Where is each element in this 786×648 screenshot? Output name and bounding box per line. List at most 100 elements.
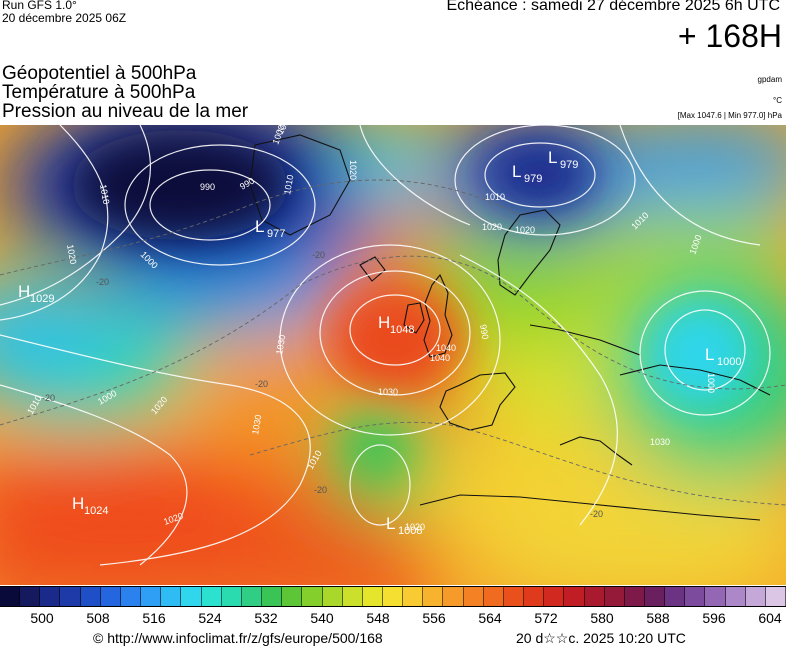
colorbar-swatch: [403, 587, 424, 606]
pressure-center-value: 1029: [30, 293, 54, 305]
colorbar-swatch: [100, 587, 121, 606]
temperature-label: -20: [42, 393, 55, 403]
colorbar-label: 556: [422, 610, 446, 626]
pressure-center-value: 1024: [84, 505, 108, 517]
colorbar-swatch: [604, 587, 625, 606]
temperature-isotherms: [0, 179, 786, 506]
valid-time: Échéance : samedi 27 décembre 2025 6h UT…: [446, 0, 780, 14]
colorbar-swatch: [161, 587, 182, 606]
temperature-label: -20: [312, 250, 325, 260]
lead-time: + 168H: [677, 18, 782, 54]
colorbar-swatch: [0, 587, 21, 606]
colorbar: [0, 586, 786, 607]
pressure-center-letter: H: [378, 313, 390, 332]
colorbar-label: 524: [198, 610, 222, 626]
pressure-center-value: 1008: [398, 525, 422, 537]
colorbar-swatch: [564, 587, 585, 606]
footer-url: © http://www.infoclimat.fr/z/gfs/europe/…: [93, 630, 383, 646]
temperature-labels: -20 -20 -20 -20 -20 -20: [42, 250, 603, 519]
colorbar-label: 604: [758, 610, 782, 626]
pressure-center-low-barents-sea: L 979: [548, 148, 578, 171]
colorbar-swatch: [524, 587, 545, 606]
colorbar-swatch: [201, 587, 222, 606]
colorbar-swatch: [382, 587, 404, 606]
isobar-label: 1030: [378, 387, 398, 397]
pressure-center-high-azores: H 1024: [72, 494, 108, 517]
pressure-center-letter: L: [255, 217, 264, 236]
unit-temperature: °C: [773, 96, 782, 105]
isobars: [0, 125, 771, 566]
colorbar-swatch: [20, 587, 41, 606]
unit-geopotential: gpdam: [757, 75, 782, 84]
pressure-center-letter: H: [18, 282, 30, 301]
isobar-label: 1030: [274, 334, 287, 355]
pressure-center-high-west-atlantic: H 1029: [18, 282, 54, 305]
colorbar-swatch: [725, 587, 746, 606]
colorbar-swatch: [645, 587, 666, 606]
colorbar-label: 508: [86, 610, 110, 626]
colorbar-swatch: [483, 587, 504, 606]
colorbar-swatch: [463, 587, 484, 606]
temperature-label: -20: [255, 379, 268, 389]
pressure-center-letter: L: [548, 148, 557, 167]
colorbar-swatch: [141, 587, 162, 606]
isobar-label: 1010: [282, 174, 295, 195]
isobar-label: 990: [478, 324, 490, 341]
parameter-temperature: Température à 500hPa: [2, 82, 196, 103]
pressure-center-value: 979: [524, 173, 542, 185]
isobar-label: 1030: [250, 414, 263, 435]
colorbar-swatch: [584, 587, 605, 606]
isobar-label: 1020: [348, 160, 358, 180]
pressure-center-letter: L: [386, 514, 395, 533]
colorbar-labels: 500 508 516 524 532 540 548 556 564 572 580 588 596 6…: [0, 610, 786, 628]
colorbar-swatch: [745, 587, 766, 606]
colorbar-swatch: [60, 587, 81, 606]
isobar-label: 1010: [98, 184, 111, 205]
pressure-center-value: 1048: [390, 324, 414, 336]
isobar-label: 1010: [485, 192, 505, 202]
colorbar-swatch: [342, 587, 363, 606]
colorbar-label: 500: [30, 610, 54, 626]
run-date: 20 décembre 2025 06Z: [2, 11, 127, 25]
colorbar-label: 596: [702, 610, 726, 626]
pressure-center-value: 1000: [717, 356, 741, 368]
isobar-label: 1020: [405, 522, 425, 532]
pressure-center-low-black-sea: L 1000: [705, 345, 741, 368]
isobar-label: 1020: [515, 225, 535, 235]
pressure-center-letter: L: [512, 162, 521, 181]
parameter-pressure: Pression au niveau de la mer: [2, 101, 249, 122]
isobar-label: 1020: [65, 244, 78, 265]
colorbar-label: 540: [310, 610, 334, 626]
colorbar-swatch: [544, 587, 565, 606]
pressure-center-value: 979: [560, 159, 578, 171]
colorbar-swatch: [765, 587, 786, 606]
run-label: Run GFS 1.0°: [2, 0, 77, 12]
pressure-center-low-norwegian-sea: L 979: [512, 162, 542, 185]
colorbar-swatch: [322, 587, 343, 606]
colorbar-label: 516: [142, 610, 166, 626]
colorbar-label: 532: [254, 610, 278, 626]
colorbar-swatch: [443, 587, 464, 606]
isobar-label: 1000: [275, 125, 294, 136]
colorbar-swatch: [120, 587, 142, 606]
colorbar-swatch: [181, 587, 202, 606]
colorbar-swatch: [40, 587, 61, 606]
footer-date: 20 d☆☆c. 2025 10:20 UTC: [516, 630, 686, 646]
coastlines: [249, 134, 771, 521]
colorbar-label: 548: [366, 610, 390, 626]
pressure-center-value: 977: [267, 228, 285, 240]
pressure-range: [Max 1047.6 | Min 977.0] hPa: [677, 111, 782, 120]
temperature-label: -20: [314, 485, 327, 495]
colorbar-swatch: [221, 587, 242, 606]
weather-map: H 1029 H 1048 H 1024 L 977 L 979 L 979 L 1000 L 1008 10…: [0, 125, 786, 585]
colorbar-swatch: [624, 587, 645, 606]
colorbar-swatch: [302, 587, 323, 606]
colorbar-swatch: [241, 587, 263, 606]
pressure-center-low-greenland: L 977: [255, 217, 285, 240]
colorbar-swatch: [705, 587, 726, 606]
isobar-label: 1040: [430, 353, 450, 363]
colorbar-label: 564: [478, 610, 502, 626]
temperature-label: -20: [96, 277, 109, 287]
colorbar-swatch: [665, 587, 686, 606]
